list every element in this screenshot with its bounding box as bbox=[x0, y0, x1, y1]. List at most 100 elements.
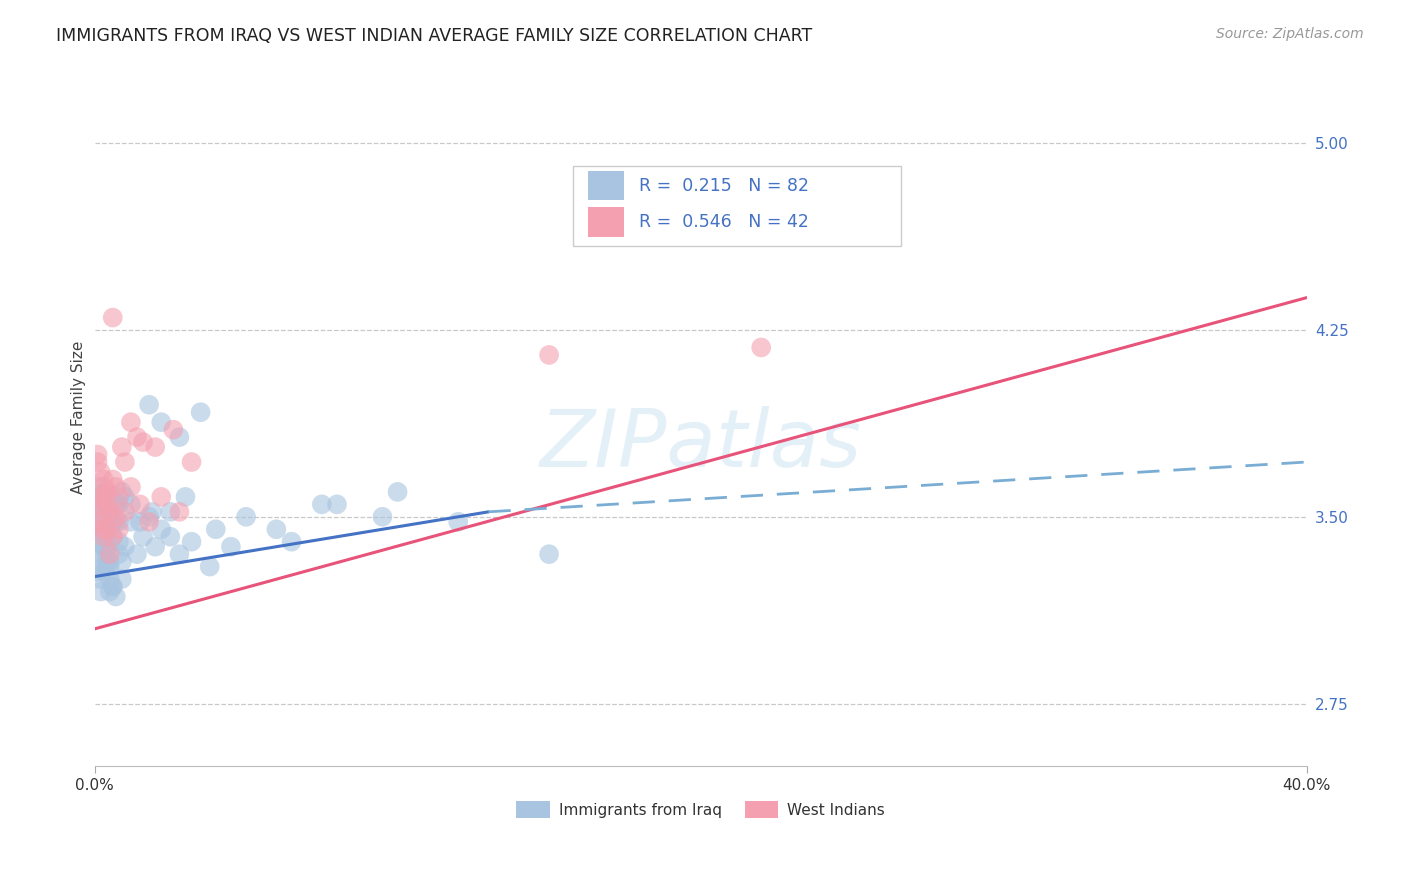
Point bbox=[93, 522, 115, 536]
Point bbox=[150, 490, 173, 504]
Point bbox=[114, 490, 136, 504]
Point bbox=[98, 505, 121, 519]
Point bbox=[108, 522, 131, 536]
Point bbox=[96, 547, 118, 561]
Point bbox=[387, 484, 409, 499]
Point bbox=[169, 505, 191, 519]
Point bbox=[90, 547, 112, 561]
Point bbox=[108, 547, 131, 561]
Point bbox=[120, 515, 142, 529]
Point bbox=[104, 509, 127, 524]
Point bbox=[86, 448, 108, 462]
Point bbox=[90, 490, 112, 504]
Point bbox=[104, 480, 127, 494]
Point bbox=[90, 497, 112, 511]
Point bbox=[90, 515, 112, 529]
Point bbox=[93, 505, 115, 519]
Point bbox=[93, 480, 115, 494]
Point bbox=[447, 515, 470, 529]
Point bbox=[93, 559, 115, 574]
Point bbox=[169, 547, 191, 561]
Point bbox=[326, 497, 349, 511]
Point bbox=[96, 522, 118, 536]
Point bbox=[114, 505, 136, 519]
Point bbox=[93, 484, 115, 499]
Point bbox=[96, 497, 118, 511]
Point bbox=[86, 455, 108, 469]
Point bbox=[101, 473, 124, 487]
FancyBboxPatch shape bbox=[574, 166, 901, 246]
Point bbox=[138, 398, 160, 412]
Point bbox=[98, 509, 121, 524]
Point bbox=[235, 509, 257, 524]
Point bbox=[90, 547, 112, 561]
Point bbox=[114, 455, 136, 469]
Point bbox=[749, 341, 772, 355]
Point bbox=[93, 530, 115, 544]
Point bbox=[96, 497, 118, 511]
Point bbox=[86, 497, 108, 511]
Point bbox=[108, 534, 131, 549]
Point bbox=[93, 565, 115, 579]
Point bbox=[90, 572, 112, 586]
Legend: Immigrants from Iraq, West Indians: Immigrants from Iraq, West Indians bbox=[510, 795, 891, 824]
Point bbox=[98, 584, 121, 599]
Point bbox=[150, 522, 173, 536]
Point bbox=[86, 515, 108, 529]
Point bbox=[101, 580, 124, 594]
Point bbox=[104, 515, 127, 529]
Point bbox=[98, 559, 121, 574]
Point bbox=[132, 435, 155, 450]
Point bbox=[86, 530, 108, 544]
Point bbox=[90, 480, 112, 494]
Point bbox=[180, 455, 202, 469]
Point bbox=[159, 505, 181, 519]
Point bbox=[120, 415, 142, 429]
Point bbox=[90, 522, 112, 536]
Text: IMMIGRANTS FROM IRAQ VS WEST INDIAN AVERAGE FAMILY SIZE CORRELATION CHART: IMMIGRANTS FROM IRAQ VS WEST INDIAN AVER… bbox=[56, 27, 813, 45]
Text: ZIPatlas: ZIPatlas bbox=[540, 406, 862, 484]
Point bbox=[162, 423, 184, 437]
Point bbox=[101, 530, 124, 544]
Point bbox=[132, 530, 155, 544]
Point bbox=[129, 515, 152, 529]
Point bbox=[143, 440, 166, 454]
Point bbox=[111, 572, 134, 586]
Point bbox=[198, 559, 221, 574]
Point bbox=[371, 509, 394, 524]
Point bbox=[190, 405, 212, 419]
Point bbox=[169, 430, 191, 444]
Point bbox=[538, 547, 561, 561]
Point bbox=[96, 540, 118, 554]
Point bbox=[101, 580, 124, 594]
Point bbox=[104, 497, 127, 511]
Point bbox=[125, 430, 148, 444]
Point bbox=[104, 590, 127, 604]
Point bbox=[108, 515, 131, 529]
Point bbox=[98, 505, 121, 519]
Point bbox=[138, 509, 160, 524]
Point bbox=[96, 484, 118, 499]
Point bbox=[141, 505, 163, 519]
Y-axis label: Average Family Size: Average Family Size bbox=[72, 341, 86, 494]
Point bbox=[204, 522, 226, 536]
Point bbox=[138, 515, 160, 529]
Point bbox=[101, 310, 124, 325]
Point bbox=[311, 497, 333, 511]
Point bbox=[101, 515, 124, 529]
Point bbox=[101, 530, 124, 544]
Text: R =  0.546   N = 42: R = 0.546 N = 42 bbox=[638, 213, 808, 231]
Point bbox=[86, 534, 108, 549]
Point bbox=[90, 490, 112, 504]
Point bbox=[111, 440, 134, 454]
FancyBboxPatch shape bbox=[588, 207, 624, 236]
Point bbox=[150, 415, 173, 429]
Point bbox=[108, 497, 131, 511]
Text: Source: ZipAtlas.com: Source: ZipAtlas.com bbox=[1216, 27, 1364, 41]
Point bbox=[86, 565, 108, 579]
FancyBboxPatch shape bbox=[588, 171, 624, 201]
Point bbox=[93, 473, 115, 487]
Point bbox=[96, 522, 118, 536]
Point bbox=[538, 348, 561, 362]
Text: R =  0.215   N = 82: R = 0.215 N = 82 bbox=[638, 177, 808, 194]
